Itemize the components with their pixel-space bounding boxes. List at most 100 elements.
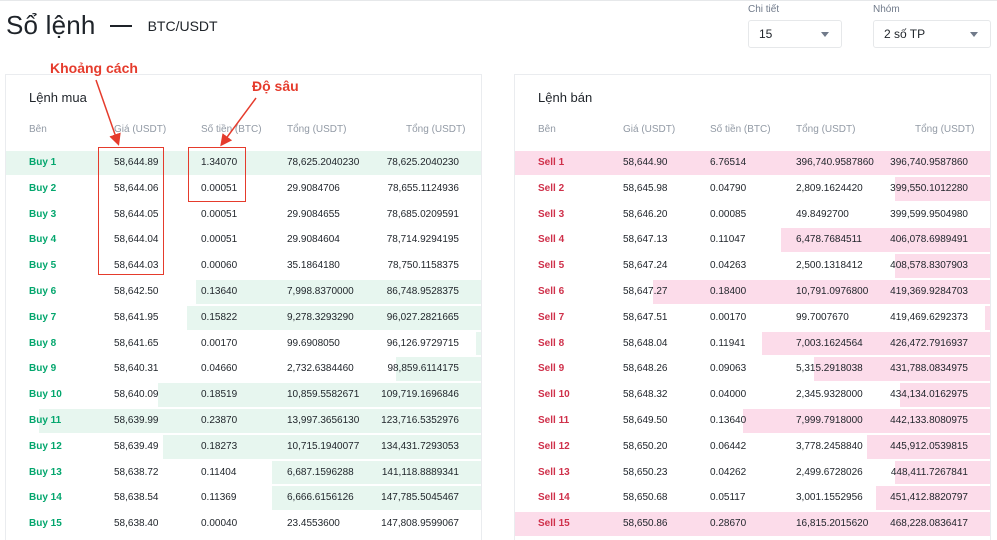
order-price: 58,645.98 (623, 182, 668, 194)
order-total: 78,625.2040230 (287, 157, 360, 168)
sell-order-row[interactable]: Sell 13 58,650.23 0.04262 2,499.6728026 448,… (515, 460, 990, 486)
order-amount: 0.18519 (201, 389, 238, 401)
buy-order-row[interactable]: Buy 9 58,640.31 0.04660 2,732.6384460 98,859… (6, 356, 481, 382)
depth-bar (652, 279, 990, 304)
sell-order-row[interactable]: Sell 10 58,648.32 0.04000 2,345.9328000 434,… (515, 382, 990, 408)
order-total: 7,999.7918000 (796, 414, 863, 426)
depth-bar (895, 460, 990, 485)
order-price: 58,650.20 (623, 440, 668, 452)
sell-order-row[interactable]: Sell 6 58,647.27 0.18400 10,791.0976800 419,… (515, 279, 990, 305)
sell-order-row[interactable]: Sell 3 58,646.20 0.00085 49.8492700 399,599.… (515, 202, 990, 228)
sell-order-row[interactable]: Sell 8 58,648.04 0.11941 7,003.1624564 426,4… (515, 331, 990, 357)
depth-bar (515, 512, 990, 536)
sell-order-row[interactable]: Sell 7 58,647.51 0.00170 99.7007670 419,469.… (515, 305, 990, 331)
depth-bar (762, 331, 990, 356)
order-cumulative: 451,412.8820797 (890, 492, 968, 504)
order-price: 58,648.04 (623, 337, 668, 349)
buy-order-row[interactable]: Buy 14 58,638.54 0.11369 6,666.6156126 147,7… (6, 485, 481, 511)
order-side: Sell 13 (538, 466, 570, 478)
order-total: 49.8492700 (796, 208, 849, 220)
order-price: 58,650.86 (623, 518, 668, 530)
order-total: 99.6908050 (287, 337, 340, 349)
order-price: 58,640.09 (114, 389, 159, 401)
sell-order-row[interactable]: Sell 12 58,650.20 0.06442 3,778.2458840 445,… (515, 434, 990, 460)
order-side: Sell 4 (538, 234, 565, 246)
buy-order-row[interactable]: Buy 3 58,644.05 0.00051 29.9084655 78,685.02… (6, 202, 481, 228)
sell-order-row[interactable]: Sell 11 58,649.50 0.13640 7,999.7918000 442,… (515, 408, 990, 434)
order-total: 7,998.8370000 (287, 285, 354, 297)
order-side: Sell 2 (538, 182, 565, 194)
order-amount: 0.05117 (710, 492, 746, 504)
order-side: Buy 2 (29, 182, 57, 194)
order-side: Buy 6 (29, 285, 57, 297)
depth-bar (743, 408, 990, 433)
depth-bar (39, 408, 481, 433)
depth-bar (158, 383, 481, 407)
buy-order-row[interactable]: Buy 15 58,638.40 0.00040 23.4553600 147,808.… (6, 511, 481, 537)
order-total: 29.9084706 (287, 182, 340, 194)
buy-order-row[interactable]: Buy 7 58,641.95 0.15822 9,278.3293290 96,027… (6, 305, 481, 331)
top-divider (0, 0, 997, 1)
order-side: Sell 3 (538, 208, 565, 220)
detail-label: Chi tiết (748, 4, 780, 15)
detail-select[interactable]: 15 (748, 20, 842, 48)
order-price: 58,649.50 (623, 414, 668, 426)
buy-order-row[interactable]: Buy 13 58,638.72 0.11404 6,687.1596288 141,1… (6, 460, 481, 486)
order-cumulative: 406,078.6989491 (890, 234, 968, 246)
order-amount: 0.00170 (710, 311, 747, 323)
depth-bar (814, 357, 990, 382)
order-cumulative: 78,685.0209591 (386, 208, 459, 220)
order-price: 58,641.65 (114, 337, 159, 349)
buy-order-row[interactable]: Buy 1 58,644.89 1.34070 78,625.2040230 78,62… (6, 150, 481, 176)
order-price: 58,647.24 (623, 260, 668, 272)
order-total: 2,809.1624420 (796, 182, 863, 194)
depth-bar (895, 254, 990, 278)
order-amount: 0.18273 (201, 440, 238, 452)
order-side: Buy 12 (29, 440, 62, 452)
depth-bar (162, 434, 481, 459)
order-amount: 0.04790 (710, 182, 747, 194)
detail-value: 15 (759, 27, 773, 41)
order-amount: 1.34070 (201, 157, 238, 168)
sell-order-row[interactable]: Sell 4 58,647.13 0.11047 6,478.7684511 406,0… (515, 227, 990, 253)
buy-panel-title: Lệnh mua (29, 90, 87, 105)
order-cumulative: 109,719.1696846 (381, 389, 459, 401)
sell-order-row[interactable]: Sell 15 58,650.86 0.28670 16,815.2015620 468… (515, 511, 990, 537)
order-total: 16,815.2015620 (796, 518, 869, 530)
order-side: Sell 12 (538, 440, 570, 452)
order-price: 58,638.72 (114, 466, 159, 478)
buy-order-row[interactable]: Buy 8 58,641.65 0.00170 99.6908050 96,126.97… (6, 331, 481, 357)
order-amount: 0.00085 (710, 208, 747, 220)
trading-pair: BTC/USDT (147, 17, 218, 34)
order-total: 29.9084604 (287, 234, 340, 246)
order-amount: 0.00040 (201, 518, 238, 530)
order-side: Sell 11 (538, 414, 570, 426)
order-cumulative: 434,134.0162975 (890, 389, 968, 401)
order-price: 58,650.68 (623, 492, 668, 504)
order-amount: 0.13640 (201, 285, 238, 297)
buy-order-row[interactable]: Buy 4 58,644.04 0.00051 29.9084604 78,714.92… (6, 227, 481, 253)
sell-order-row[interactable]: Sell 5 58,647.24 0.04263 2,500.1318412 408,5… (515, 253, 990, 279)
buy-order-row[interactable]: Buy 6 58,642.50 0.13640 7,998.8370000 86,748… (6, 279, 481, 305)
buy-order-row[interactable]: Buy 11 58,639.99 0.23870 13,997.3656130 123,… (6, 408, 481, 434)
sell-order-row[interactable]: Sell 2 58,645.98 0.04790 2,809.1624420 399,5… (515, 176, 990, 202)
buy-order-row[interactable]: Buy 5 58,644.03 0.00060 35.1864180 78,750.11… (6, 253, 481, 279)
sell-order-row[interactable]: Sell 14 58,650.68 0.05117 3,001.1552956 451,… (515, 485, 990, 511)
order-side: Buy 5 (29, 260, 57, 272)
buy-order-row[interactable]: Buy 10 58,640.09 0.18519 10,859.5582671 109,… (6, 382, 481, 408)
order-amount: 0.11047 (710, 234, 746, 246)
col-total: Tổng (USDT) (287, 124, 347, 135)
buy-order-row[interactable]: Buy 2 58,644.06 0.00051 29.9084706 78,655.11… (6, 176, 481, 202)
order-side: Buy 7 (29, 311, 57, 323)
group-label: Nhóm (873, 4, 900, 15)
order-amount: 0.00170 (201, 337, 238, 349)
order-price: 58,644.05 (114, 208, 159, 220)
group-select[interactable]: 2 số TP (873, 20, 991, 48)
buy-order-row[interactable]: Buy 12 58,639.49 0.18273 10,715.1940077 134,… (6, 434, 481, 460)
sell-order-row[interactable]: Sell 9 58,648.26 0.09063 5,315.2918038 431,7… (515, 356, 990, 382)
sell-order-row[interactable]: Sell 1 58,644.90 6.76514 396,740.9587860 396… (515, 150, 990, 176)
depth-bar (876, 486, 990, 511)
order-side: Sell 6 (538, 285, 565, 297)
order-amount: 0.09063 (710, 363, 747, 375)
